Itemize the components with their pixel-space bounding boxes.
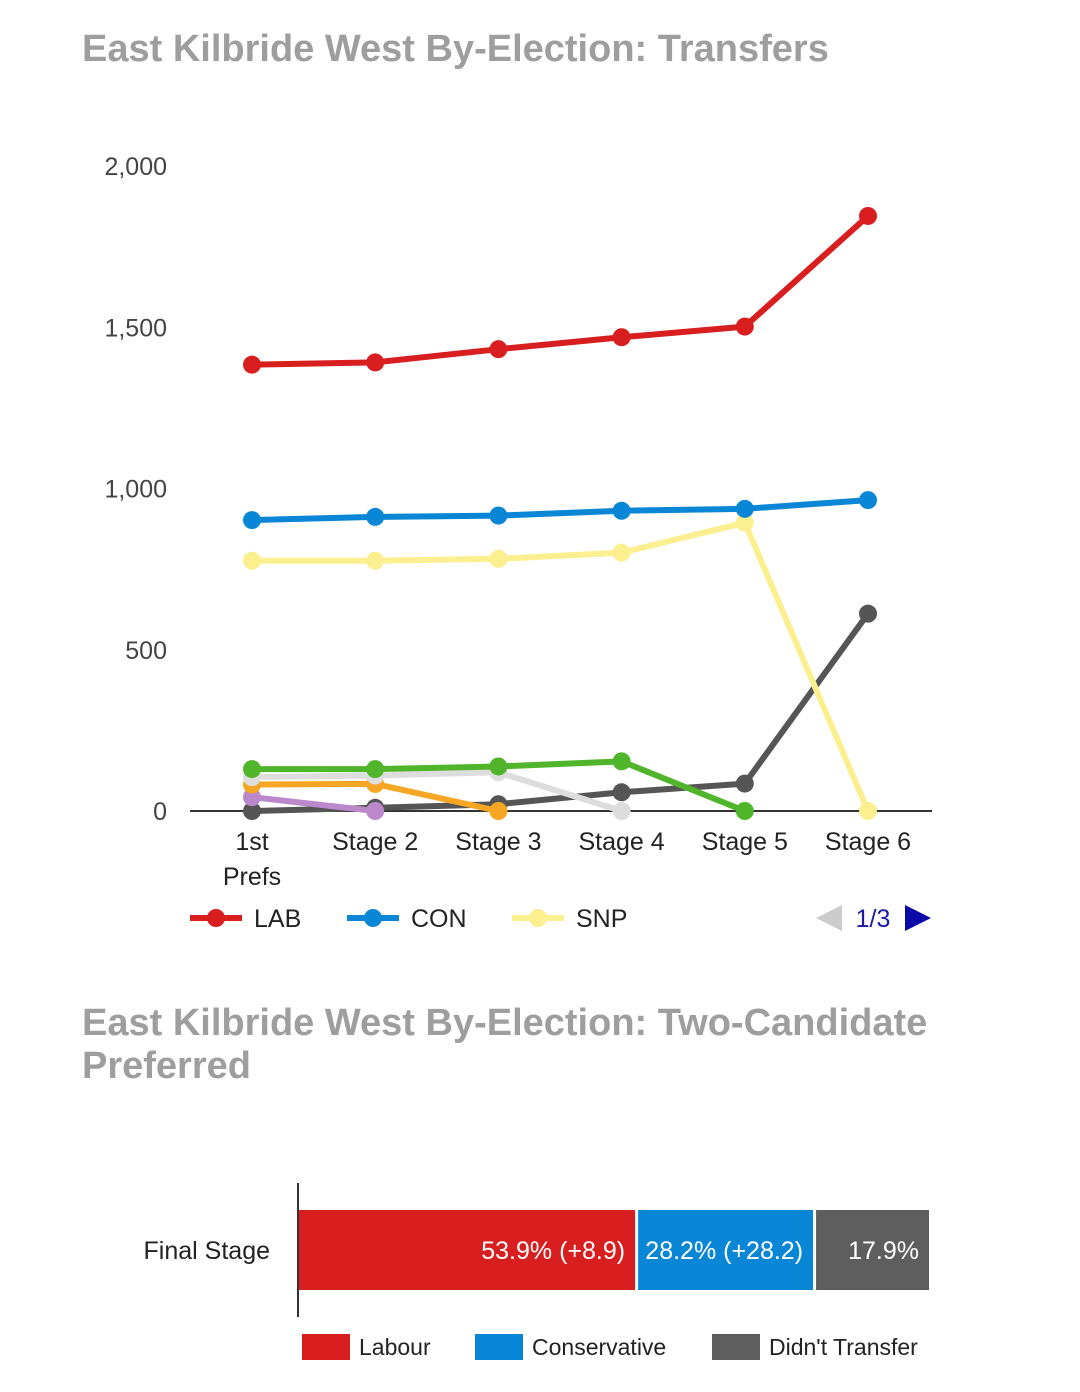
legend-label: Conservative bbox=[532, 1334, 666, 1360]
legend-pagination: 1/3 bbox=[816, 905, 931, 933]
bar-segment-didn-t-transfer[interactable]: 17.9% bbox=[816, 1210, 929, 1290]
x-tick-label: Stage 6 bbox=[825, 828, 911, 856]
data-point[interactable] bbox=[612, 802, 631, 820]
legend-swatch bbox=[302, 1334, 350, 1360]
data-point[interactable] bbox=[243, 551, 261, 570]
bar-segment-labour[interactable]: 53.9% (+8.9) bbox=[298, 1210, 636, 1290]
legend-swatch bbox=[712, 1334, 760, 1360]
y-tick-label: 500 bbox=[125, 637, 167, 665]
series-line bbox=[249, 212, 871, 368]
data-point[interactable] bbox=[735, 513, 754, 532]
data-point[interactable] bbox=[489, 802, 508, 820]
data-point[interactable] bbox=[243, 802, 261, 820]
legend-label: Didn't Transfer bbox=[769, 1334, 918, 1360]
legend-item-labour[interactable]: Labour bbox=[302, 1334, 431, 1360]
data-point[interactable] bbox=[243, 760, 261, 779]
series-line bbox=[249, 794, 379, 814]
series-line bbox=[249, 497, 871, 524]
transfers-line-chart: 2,000 1,500 1,000 500 0 1st Prefs Stage 2 Stage… bbox=[104, 153, 932, 933]
chart-title: East Kilbride West By-Election: Transfer… bbox=[82, 28, 829, 70]
bar-data-label: 17.9% bbox=[848, 1237, 919, 1265]
series-con bbox=[243, 491, 877, 530]
x-tick-label: Stage 3 bbox=[455, 828, 541, 856]
bar-rect bbox=[298, 1210, 636, 1290]
legend-item-conservative[interactable]: Conservative bbox=[475, 1334, 666, 1360]
legend-marker bbox=[529, 909, 547, 927]
x-tick-label: 1st Prefs bbox=[223, 828, 281, 891]
data-point[interactable] bbox=[366, 353, 385, 372]
y-tick-label: 1,500 bbox=[104, 314, 167, 342]
chart-title: East Kilbride West By-Election: Two-Cand… bbox=[82, 1002, 928, 1087]
y-tick-label: 0 bbox=[153, 798, 167, 826]
data-point[interactable] bbox=[735, 802, 754, 820]
legend-item-didn-t-transfer[interactable]: Didn't Transfer bbox=[712, 1334, 918, 1360]
data-point[interactable] bbox=[735, 774, 754, 793]
data-point[interactable] bbox=[735, 317, 754, 336]
legend-marker bbox=[364, 909, 382, 927]
x-tick-label: Stage 5 bbox=[702, 828, 788, 856]
legend-label: CON bbox=[411, 905, 467, 933]
legend-label: LAB bbox=[254, 905, 301, 933]
data-point[interactable] bbox=[366, 551, 385, 570]
data-point[interactable] bbox=[859, 604, 877, 623]
x-tick-label: Stage 2 bbox=[332, 828, 418, 856]
bar-rect bbox=[816, 1210, 929, 1290]
data-point[interactable] bbox=[859, 206, 877, 225]
prev-page-icon[interactable] bbox=[816, 905, 842, 931]
legend-marker bbox=[207, 909, 225, 927]
data-point[interactable] bbox=[489, 506, 508, 525]
bar-category-label: Final Stage bbox=[144, 1237, 270, 1265]
legend-swatch bbox=[475, 1334, 523, 1360]
data-point[interactable] bbox=[735, 499, 754, 518]
data-point[interactable] bbox=[366, 507, 385, 526]
series-line bbox=[249, 769, 625, 814]
data-point[interactable] bbox=[489, 549, 508, 568]
data-point[interactable] bbox=[243, 788, 261, 807]
y-tick-label: 2,000 bbox=[104, 153, 167, 181]
series-other bbox=[243, 752, 754, 820]
data-point[interactable] bbox=[859, 491, 877, 510]
legend-label: Labour bbox=[359, 1334, 431, 1360]
series-other bbox=[243, 788, 385, 820]
data-point[interactable] bbox=[366, 802, 385, 820]
data-point[interactable] bbox=[366, 760, 385, 779]
data-point[interactable] bbox=[612, 501, 631, 520]
x-tick-label: Stage 4 bbox=[579, 828, 665, 856]
legend-item-lab[interactable]: LAB bbox=[190, 905, 301, 933]
y-tick-label: 1,000 bbox=[104, 476, 167, 504]
bar-rect bbox=[638, 1210, 814, 1290]
data-point[interactable] bbox=[612, 543, 631, 562]
data-point[interactable] bbox=[612, 783, 631, 802]
series-lab bbox=[243, 206, 877, 374]
bar-data-label: 53.9% (+8.9) bbox=[481, 1237, 625, 1265]
bar-segment-conservative[interactable]: 28.2% (+28.2) bbox=[638, 1210, 814, 1290]
series-snp bbox=[243, 513, 877, 820]
page-indicator: 1/3 bbox=[856, 905, 891, 933]
legend-item-snp[interactable]: SNP bbox=[512, 905, 627, 933]
data-point[interactable] bbox=[489, 757, 508, 776]
legend-item-con[interactable]: CON bbox=[347, 905, 467, 933]
series-line bbox=[249, 519, 871, 814]
data-point[interactable] bbox=[859, 802, 877, 820]
data-point[interactable] bbox=[243, 511, 261, 530]
legend-label: SNP bbox=[576, 905, 627, 933]
data-point[interactable] bbox=[612, 328, 631, 347]
data-point[interactable] bbox=[489, 340, 508, 359]
data-point[interactable] bbox=[612, 752, 631, 771]
data-point[interactable] bbox=[243, 355, 261, 374]
bar-data-label: 28.2% (+28.2) bbox=[645, 1237, 803, 1265]
next-page-icon[interactable] bbox=[905, 905, 931, 931]
